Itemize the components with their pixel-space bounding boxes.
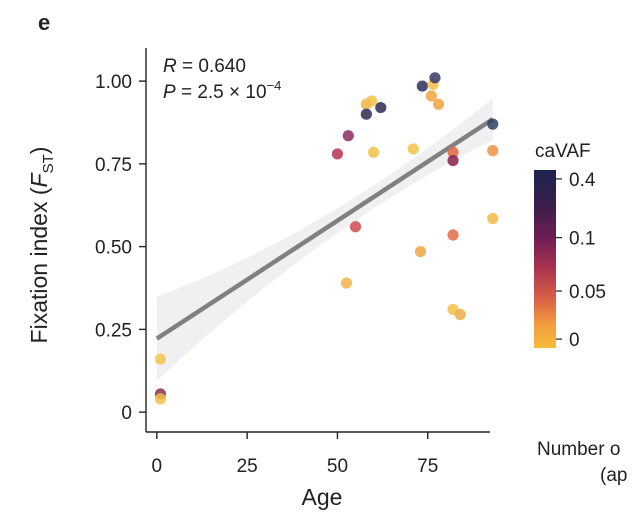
data-point [487, 118, 499, 130]
data-point [154, 353, 167, 365]
colorbar-tick-label: 0 [569, 330, 580, 351]
y-ticks: 0 0.25 0.50 0.75 1.00 [95, 72, 146, 424]
p-exponent: −4 [267, 78, 282, 93]
x-tick-label: 50 [327, 456, 348, 477]
second-legend-line-2: (ap [600, 465, 627, 486]
y-tick-label: 1.00 [95, 72, 132, 93]
x-ticks: 0 25 50 75 [152, 432, 438, 477]
data-point [375, 101, 387, 114]
colorbar: caVAF 0.4 0.1 0.05 0 [534, 141, 606, 351]
colorbar-ticks: 0.4 0.1 0.05 0 [556, 170, 606, 351]
data-point [340, 277, 353, 289]
data-point [349, 221, 362, 233]
x-axis-title: Age [302, 484, 343, 510]
data-point [487, 212, 499, 225]
p-symbol: P [163, 82, 176, 103]
r-annotation: R = 0.640 [163, 56, 246, 77]
y-axis-title-symbol: F [26, 171, 52, 187]
data-point [366, 95, 378, 107]
y-axis-title-subscript: ST [40, 154, 57, 173]
data-point [447, 146, 459, 158]
x-tick-label: 0 [152, 456, 163, 477]
y-axis-title-close: ) [26, 147, 52, 155]
data-point [425, 90, 437, 102]
panel-letter: e [38, 10, 50, 35]
data-point [342, 130, 354, 142]
data-point [447, 154, 459, 167]
y-tick-label: 0.25 [95, 320, 132, 341]
colorbar-tick-label: 0.1 [569, 229, 595, 250]
data-points [154, 72, 499, 405]
axes: 0 0.25 0.50 0.75 1.00 0 25 50 75 [95, 48, 490, 477]
y-axis-title: Fixation index (FST) [26, 147, 57, 344]
y-axis-title-main: Fixation index ( [26, 187, 52, 343]
data-point [414, 245, 427, 258]
colorbar-gradient [534, 170, 556, 348]
colorbar-tick-label: 0.05 [569, 282, 606, 303]
data-point [154, 393, 167, 405]
data-point [367, 146, 380, 158]
p-annotation: P = 2.5 × 10−4 [163, 78, 281, 103]
colorbar-title: caVAF [535, 141, 591, 162]
data-point [432, 98, 445, 110]
data-point [454, 308, 466, 321]
data-point [407, 143, 419, 155]
second-legend-line-1: Number o [537, 439, 620, 460]
y-tick-label: 0.75 [95, 155, 132, 176]
x-tick-label: 75 [417, 456, 438, 477]
y-tick-label: 0 [121, 403, 132, 424]
data-point [429, 72, 441, 84]
p-value: = 2.5 × 10 [176, 82, 267, 103]
r-symbol: R [163, 56, 177, 77]
confidence-band [156, 98, 493, 381]
data-point [331, 148, 344, 160]
r-value: = 0.640 [177, 56, 246, 77]
regression-line [155, 117, 495, 341]
data-point [416, 80, 428, 92]
y-tick-label: 0.50 [95, 238, 132, 259]
data-point [447, 229, 459, 241]
data-point [360, 108, 372, 120]
colorbar-tick-label: 0.4 [569, 170, 596, 191]
data-point [487, 145, 499, 157]
x-tick-label: 25 [237, 456, 258, 477]
